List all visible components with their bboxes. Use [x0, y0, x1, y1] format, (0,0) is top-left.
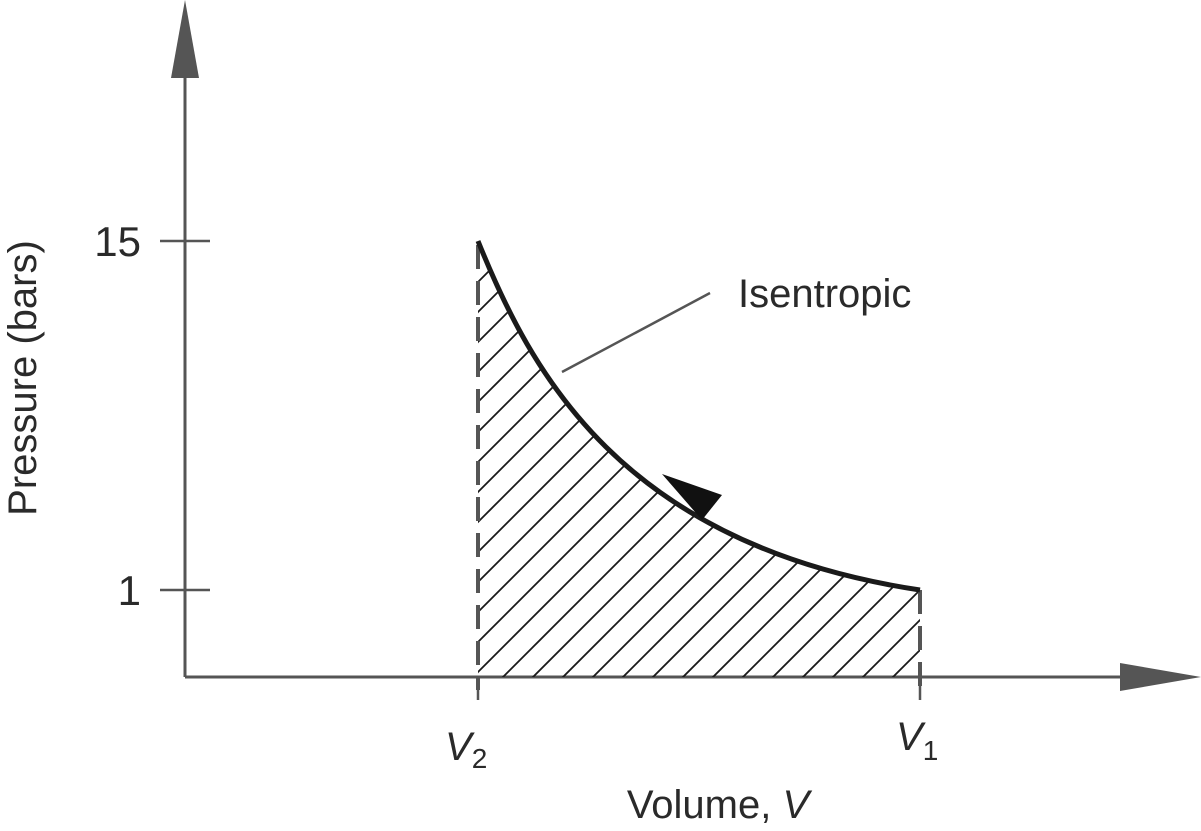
- hatch-line: [478, 241, 621, 677]
- hatch-line: [478, 241, 711, 677]
- hatch-line: [478, 241, 531, 677]
- hatch-line: [960, 200, 1201, 700]
- isentropic-leader-line: [561, 291, 711, 374]
- hatch-line: [869, 241, 920, 677]
- x-axis-title-variable: V: [782, 783, 812, 827]
- v1-subscript: 1: [923, 735, 939, 766]
- v1-symbol: V: [896, 715, 926, 759]
- work-area-hatching: [0, 200, 1201, 700]
- x-tick-label-v1: V1: [896, 715, 938, 766]
- hatch-line: [0, 200, 350, 700]
- hatch-line: [0, 200, 470, 700]
- hatch-line: [899, 241, 920, 677]
- isentropic-curve: [475, 240, 921, 593]
- hatch-line: [478, 241, 681, 677]
- hatch-line: [719, 241, 920, 677]
- hatch-line: [478, 241, 771, 677]
- x-axis-title: Volume, V: [627, 783, 813, 827]
- hatch-line: [478, 241, 801, 677]
- hatch-line: [478, 241, 591, 677]
- hatch-line: [0, 200, 410, 700]
- y-tick-label-1: 1: [118, 567, 141, 614]
- x-tick-label-v2: V2: [445, 725, 487, 774]
- compression-direction-arrow-icon: [662, 474, 722, 520]
- y-axis-arrow-icon: [171, 0, 199, 78]
- hatch-line: [930, 200, 1201, 700]
- hatch-line: [779, 241, 920, 677]
- y-tick-label-15: 15: [94, 218, 141, 265]
- x-axis-arrow-icon: [1120, 663, 1201, 691]
- hatch-line: [0, 200, 440, 700]
- hatch-line: [689, 241, 920, 677]
- y-axis-title: Pressure (bars): [1, 240, 45, 516]
- hatch-line: [990, 200, 1201, 700]
- hatch-line: [478, 241, 501, 677]
- hatch-line: [478, 241, 561, 677]
- hatch-line: [0, 200, 380, 700]
- hatch-line: [0, 200, 320, 700]
- x-axis-title-text: Volume,: [627, 783, 783, 827]
- v2-symbol: V: [445, 725, 475, 769]
- v2-subscript: 2: [472, 743, 488, 774]
- hatch-line: [809, 241, 920, 677]
- hatch-line: [749, 241, 920, 677]
- isentropic-label: Isentropic: [738, 272, 911, 316]
- hatch-line: [478, 241, 651, 677]
